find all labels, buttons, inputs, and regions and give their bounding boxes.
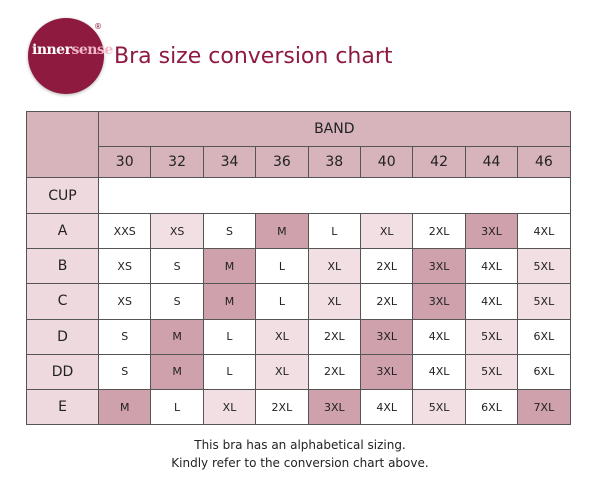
size-cell: L (202, 353, 257, 390)
footer-line: Kindly refer to the conversion chart abo… (171, 456, 429, 470)
size-cell: XS (150, 213, 204, 250)
band-cell: 36 (255, 146, 309, 178)
size-cell: 4XL (360, 389, 414, 426)
size-cell: XL (360, 213, 414, 250)
size-cell: L (255, 283, 309, 320)
size-cell: 3XL (307, 389, 361, 426)
size-cell: 2XL (412, 213, 466, 250)
size-cell: 4XL (464, 283, 519, 320)
size-cell: XL (202, 389, 257, 426)
size-cell: S (98, 318, 152, 355)
logo (28, 18, 104, 94)
size-cell: M (255, 213, 309, 250)
footer-line: This bra has an alphabetical sizing. (194, 438, 406, 452)
band-cell: 46 (517, 146, 571, 178)
cup-cell: C (26, 283, 99, 320)
size-cell: M (202, 283, 257, 320)
size-cell: 3XL (360, 318, 414, 355)
band-cell: 30 (98, 146, 152, 178)
size-cell: S (150, 283, 204, 320)
size-cell: S (202, 213, 257, 250)
size-cell: S (98, 353, 152, 390)
title: Bra size conversion chart (114, 44, 393, 69)
size-cell: 3XL (464, 213, 519, 250)
cup-cell: A (26, 213, 99, 250)
size-cell: XS (98, 248, 152, 285)
size-cell: 2XL (360, 248, 414, 285)
size-cell: 4XL (412, 318, 466, 355)
cup-cell: B (26, 248, 99, 285)
size-cell: 6XL (464, 389, 519, 426)
size-cell: 6XL (517, 318, 571, 355)
band-cell: 32 (150, 146, 204, 178)
size-cell: 5XL (517, 248, 571, 285)
size-cell: XL (255, 353, 309, 390)
cup-cell: E (26, 389, 99, 426)
band-cell: 40 (360, 146, 414, 178)
registered-mark: ® (94, 22, 102, 31)
cup-cell: D (26, 318, 99, 355)
cup-cell: DD (26, 353, 99, 390)
size-cell: 5XL (464, 318, 519, 355)
size-cell: L (150, 389, 204, 426)
corner-cell (26, 111, 99, 178)
size-cell: M (150, 318, 204, 355)
size-cell: L (307, 213, 361, 250)
size-cell: 3XL (360, 353, 414, 390)
size-cell: XXS (98, 213, 152, 250)
blank-row (98, 177, 571, 214)
size-cell: L (255, 248, 309, 285)
size-cell: 2XL (307, 318, 361, 355)
size-cell: 6XL (517, 353, 571, 390)
size-cell: 5XL (412, 389, 466, 426)
logo-word: sense (71, 42, 113, 58)
size-cell: M (202, 248, 257, 285)
size-cell: 4XL (464, 248, 519, 285)
size-cell: 4XL (412, 353, 466, 390)
band-cell: 34 (202, 146, 257, 178)
logo-text: innersense (32, 42, 113, 58)
size-cell: M (150, 353, 204, 390)
band-cell: 44 (464, 146, 519, 178)
logo-word: inner (32, 42, 72, 58)
size-cell: XL (307, 248, 361, 285)
band-cell: 38 (307, 146, 361, 178)
size-cell: L (202, 318, 257, 355)
size-cell: M (98, 389, 152, 426)
size-cell: 2XL (307, 353, 361, 390)
size-cell: XL (307, 283, 361, 320)
size-cell: 7XL (517, 389, 571, 426)
size-cell: XS (98, 283, 152, 320)
size-cell: S (150, 248, 204, 285)
band-cell: 42 (412, 146, 466, 178)
cup-header: CUP (26, 177, 99, 214)
size-cell: 3XL (412, 283, 466, 320)
size-cell: 5XL (464, 353, 519, 390)
size-cell: 5XL (517, 283, 571, 320)
size-cell: 2XL (360, 283, 414, 320)
size-cell: XL (255, 318, 309, 355)
size-cell: 3XL (412, 248, 466, 285)
size-cell: 2XL (255, 389, 309, 426)
size-cell: 4XL (517, 213, 571, 250)
band-header: BAND (98, 111, 571, 147)
